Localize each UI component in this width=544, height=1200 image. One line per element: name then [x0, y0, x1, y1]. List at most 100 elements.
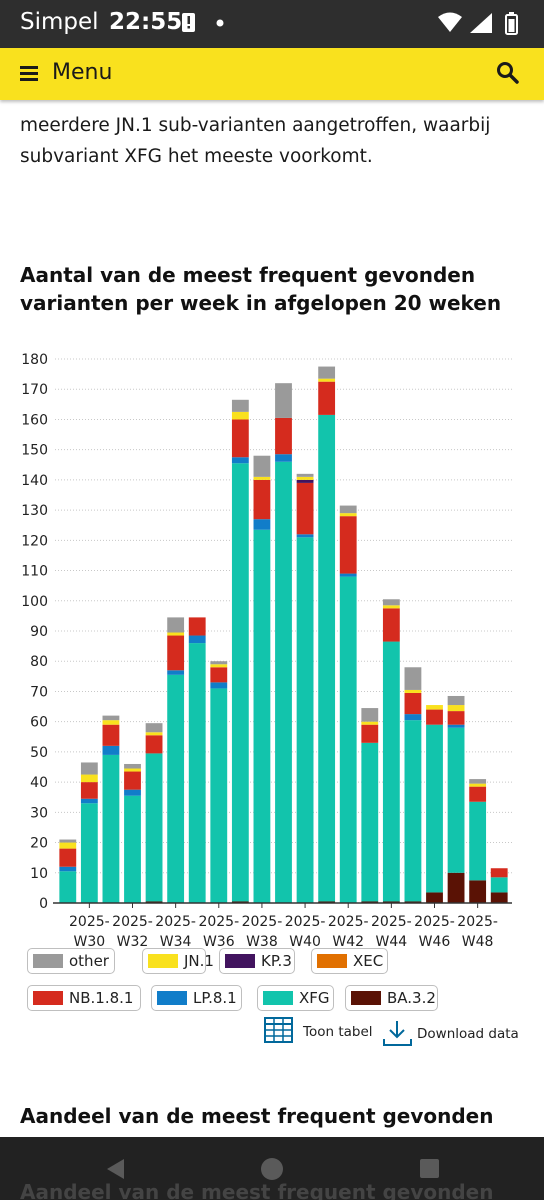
y-tick-label: 20	[30, 836, 48, 852]
bar-segment	[382, 641, 400, 902]
y-tick-label: 10	[30, 866, 48, 882]
bar-segment	[361, 721, 379, 725]
bar-segment	[80, 782, 98, 799]
bar-segment	[382, 901, 400, 903]
bar-segment	[253, 476, 271, 480]
x-tick-label: 2025-	[69, 914, 110, 930]
y-tick-label: 110	[21, 564, 48, 580]
legend-swatch	[317, 954, 347, 968]
stacked-bar-chart: 0 10 20 30 40 50 60 70 80 90 100 110 120 130 140 150 160…	[21, 352, 512, 950]
system-icons	[436, 11, 526, 41]
bar-segment	[447, 724, 465, 728]
bar-segment	[145, 901, 163, 903]
y-tick-label: 180	[21, 352, 48, 368]
legend-label: JN.1	[184, 952, 214, 970]
legend-swatch	[148, 954, 178, 968]
y-tick-label: 120	[21, 533, 48, 549]
search-icon[interactable]	[496, 61, 520, 89]
y-tick-label: 40	[30, 775, 48, 791]
back-icon[interactable]	[104, 1157, 128, 1185]
bar-segment	[339, 516, 357, 574]
hamburger-icon[interactable]	[20, 63, 40, 87]
bar-segment	[296, 534, 314, 538]
x-tick-label: 2025-	[457, 914, 498, 930]
legend-item-xfg[interactable]: XFG	[257, 985, 334, 1011]
menu-button[interactable]: Menu	[52, 60, 113, 85]
bar-segment	[404, 720, 422, 902]
legend-swatch	[351, 991, 381, 1005]
x-tick-label: 2025-	[414, 914, 455, 930]
bar-segment	[210, 688, 228, 903]
legend-item-jn1[interactable]: JN.1	[142, 948, 214, 974]
legend-item-other[interactable]: other	[27, 948, 115, 974]
legend-item-xec[interactable]: XEC	[311, 948, 388, 974]
bar-segment	[124, 795, 141, 903]
x-tick-label: 2025-	[285, 914, 326, 930]
bar-segment	[80, 774, 98, 783]
bar-segment	[426, 709, 443, 725]
bar-segment	[275, 417, 292, 455]
legend-swatch	[225, 954, 255, 968]
y-tick-label: 50	[30, 745, 48, 761]
bar-segment	[490, 877, 508, 893]
legend-label: NB.1.8.1	[69, 989, 134, 1007]
bar-segment	[253, 519, 271, 530]
bar-segment	[59, 866, 77, 872]
y-tick-label: 30	[30, 805, 48, 821]
bar-segment	[124, 789, 141, 796]
bar-segment	[210, 682, 228, 689]
chart-title: Aantal van de meest frequent gevonden va…	[20, 263, 502, 315]
bar-segment	[447, 872, 465, 903]
bar-segment	[296, 479, 314, 483]
bar-segment	[188, 635, 206, 644]
bar-segment	[404, 667, 422, 690]
legend-swatch	[263, 991, 293, 1005]
bar-segment	[253, 479, 271, 520]
bar-segment	[59, 842, 77, 849]
bar-segment	[167, 632, 185, 636]
legend-item-ba32[interactable]: BA.3.2	[345, 985, 438, 1011]
bar-segment	[447, 695, 465, 706]
bar-segment	[339, 505, 357, 514]
legend-label: LP.8.1	[193, 989, 237, 1007]
bar-segment	[231, 457, 249, 464]
bar-segment	[59, 839, 77, 843]
bar-segment	[145, 735, 163, 754]
bar-segment	[231, 411, 249, 420]
home-icon[interactable]	[260, 1157, 284, 1185]
battery-icon	[505, 12, 518, 35]
bar-segment	[253, 455, 271, 477]
bar-segment	[382, 608, 400, 642]
y-tick-label: 60	[30, 715, 48, 731]
legend-item-nb181[interactable]: NB.1.8.1	[27, 985, 141, 1011]
recents-icon[interactable]	[418, 1157, 442, 1185]
bar-segment	[188, 643, 206, 903]
bar-segment	[361, 708, 379, 722]
x-tick-label: 2025-	[112, 914, 153, 930]
bar-segment	[275, 383, 292, 418]
legend-swatch	[33, 991, 63, 1005]
legend-label: BA.3.2	[387, 989, 436, 1007]
legend-item-kp3[interactable]: KP.3	[219, 948, 295, 974]
bar-segment	[490, 868, 508, 878]
status-bar: Simpel 22:55	[0, 0, 544, 48]
x-tick-label: 2025-	[371, 914, 412, 930]
legend-label: other	[69, 952, 109, 970]
bar-segment	[447, 705, 465, 712]
legend-item-lp81[interactable]: LP.8.1	[151, 985, 242, 1011]
bar-segment	[145, 753, 163, 902]
bar-segment	[102, 724, 120, 746]
bar-segment	[253, 529, 271, 903]
bar-segment	[426, 705, 443, 710]
legend-swatch	[157, 991, 187, 1005]
bar-segment	[296, 537, 314, 903]
navigation-bar: Aandeel van de meest frequent gevonden	[0, 1137, 544, 1200]
x-tick-label: W32	[117, 934, 149, 950]
legend-swatch	[33, 954, 63, 968]
bar-segment	[167, 635, 185, 671]
bar-segment	[231, 419, 249, 458]
bar-segment	[361, 724, 379, 743]
bar-segment	[426, 724, 443, 893]
bar-segment	[80, 798, 98, 804]
bar-segment	[145, 732, 163, 736]
